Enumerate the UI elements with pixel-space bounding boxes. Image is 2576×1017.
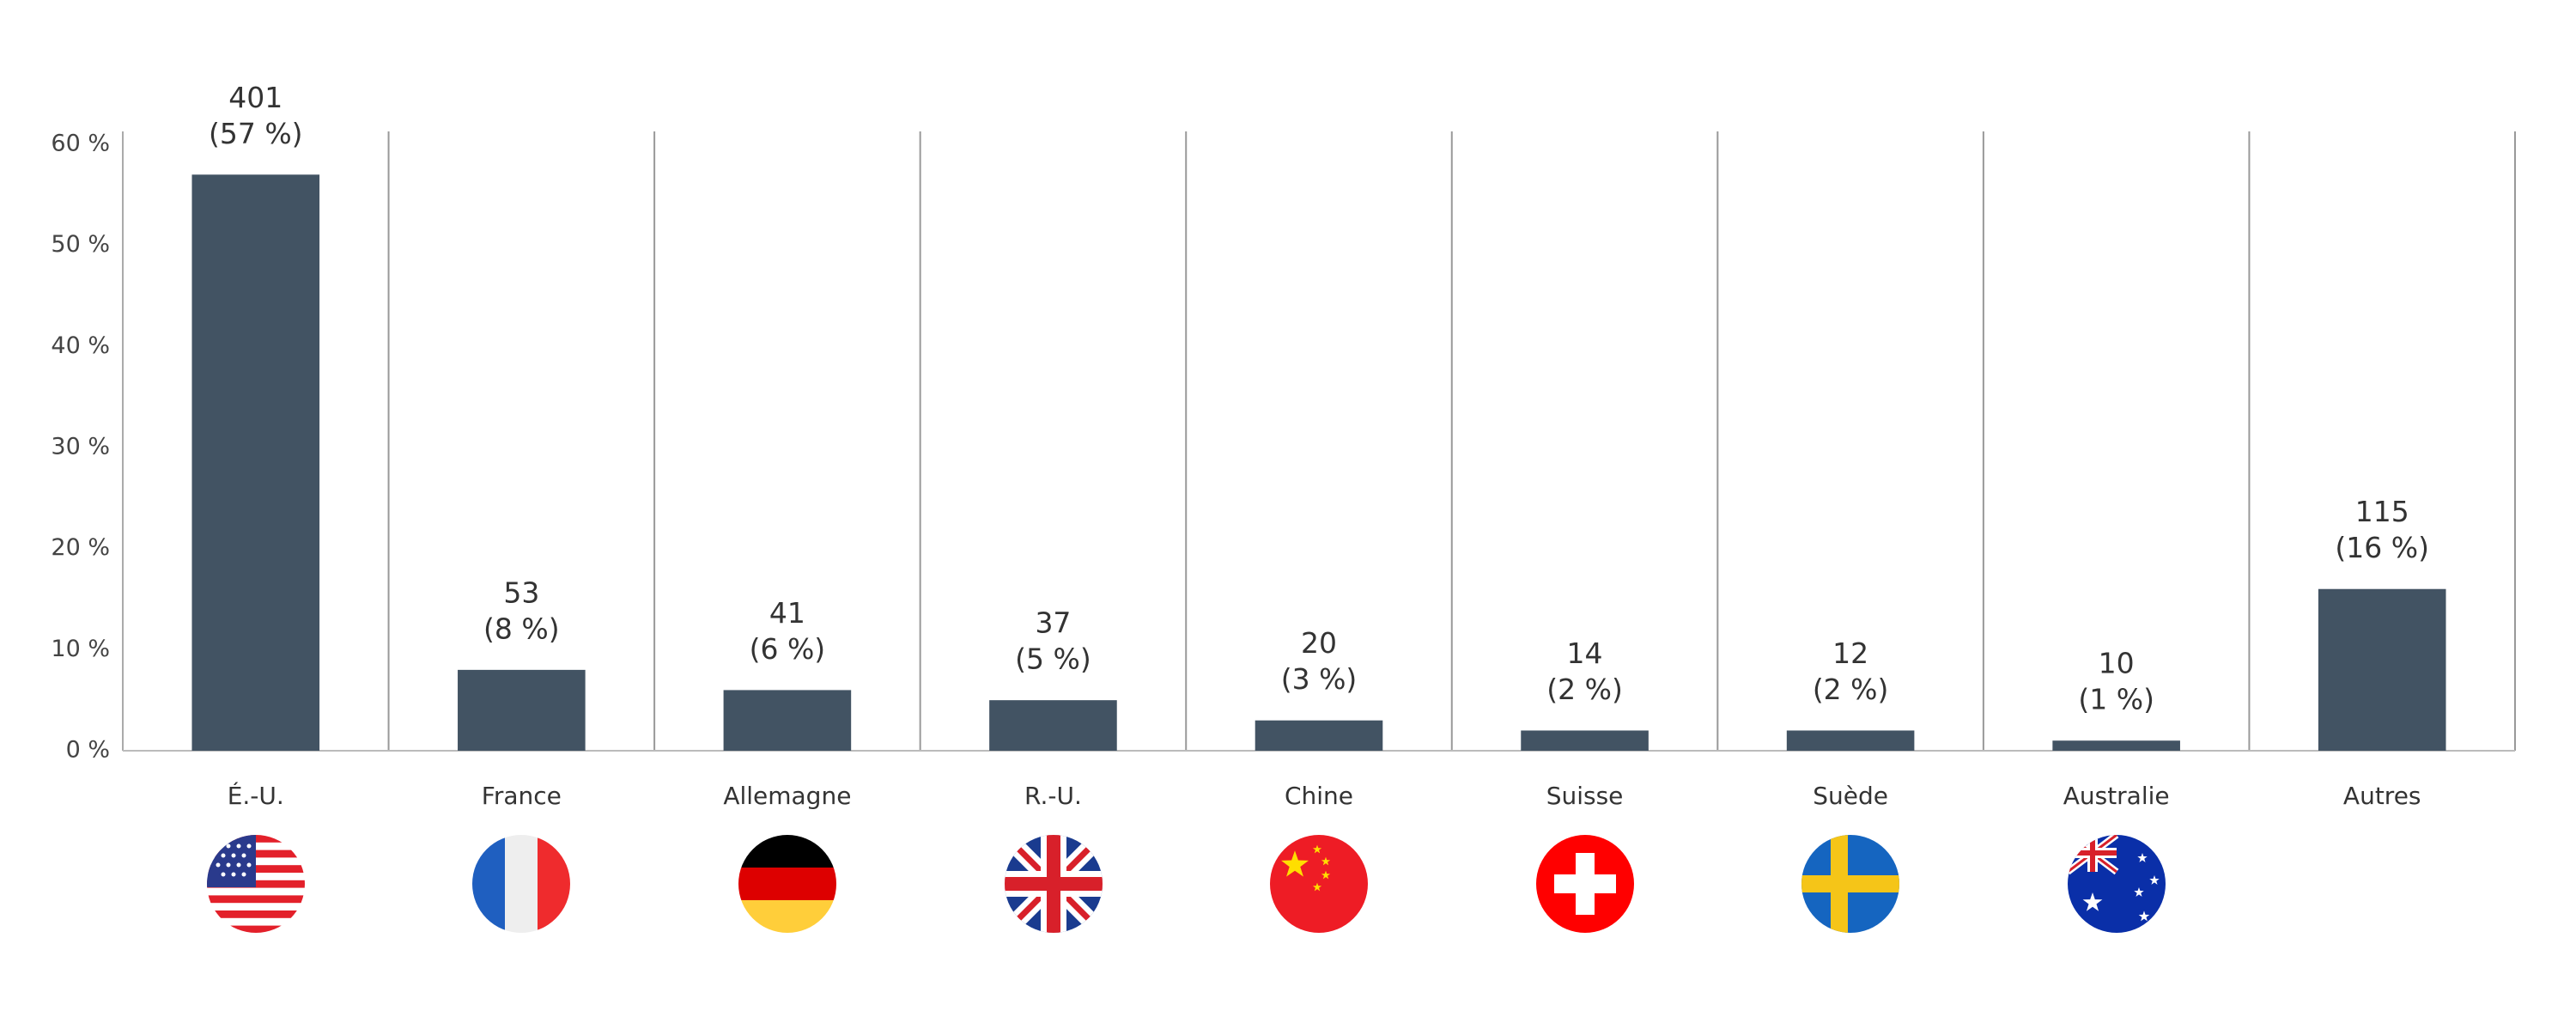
data-label: (16 %) (2335, 531, 2429, 564)
y-tick-label: 10 % (51, 636, 110, 662)
flag-france (472, 835, 570, 933)
data-label: (1 %) (2078, 683, 2154, 716)
data-count: 37 (1035, 606, 1071, 640)
bar (2318, 588, 2446, 751)
data-label: (6 %) (750, 632, 826, 666)
data-count: 53 (503, 575, 539, 609)
flag-china (1270, 835, 1368, 933)
y-tick-label: 0 % (66, 737, 110, 764)
data-count: 115 (2355, 495, 2409, 528)
data-count: 20 (1301, 626, 1337, 660)
data-label: (8 %) (483, 612, 560, 645)
data-count: 41 (769, 596, 805, 630)
y-tick-label: 60 % (51, 131, 110, 157)
data-count: 401 (228, 81, 283, 114)
data-count: 12 (1832, 636, 1868, 670)
flag-australia (2068, 835, 2166, 933)
x-tick-label: Allemagne (723, 782, 851, 810)
x-tick-label: Suisse (1546, 782, 1624, 810)
bar (723, 690, 852, 751)
data-count: 10 (2099, 647, 2135, 680)
data-label: (2 %) (1546, 673, 1623, 706)
data-label: (5 %) (1015, 642, 1091, 676)
y-tick-label: 30 % (51, 434, 110, 460)
bar (1255, 720, 1383, 751)
bar (1521, 730, 1649, 751)
x-tick-label: É.-U. (228, 781, 284, 810)
data-label: (3 %) (1281, 662, 1358, 696)
x-tick-label: Autres (2343, 782, 2421, 810)
x-tick-label: Chine (1285, 782, 1353, 810)
y-tick-label: 50 % (51, 231, 110, 258)
y-tick-label: 20 % (51, 534, 110, 561)
flag-sweden (1801, 835, 1899, 933)
x-tick-label: Australie (2063, 782, 2170, 810)
bar (1786, 730, 1915, 751)
y-tick-label: 40 % (51, 332, 110, 359)
x-tick-label: France (482, 782, 562, 810)
flag-uk (1005, 835, 1103, 933)
data-count: 14 (1567, 636, 1603, 670)
x-tick-label: Suède (1813, 782, 1888, 810)
data-label: (2 %) (1813, 673, 1889, 706)
bar (458, 669, 586, 751)
bar (191, 174, 320, 752)
bar (2052, 740, 2180, 751)
flags (207, 835, 2166, 933)
flag-switzerland (1536, 835, 1634, 933)
flag-germany (738, 835, 836, 933)
data-label: (57 %) (209, 117, 303, 150)
bar (989, 700, 1117, 751)
flag-usa (207, 835, 305, 933)
x-tick-label: R.-U. (1024, 782, 1082, 810)
